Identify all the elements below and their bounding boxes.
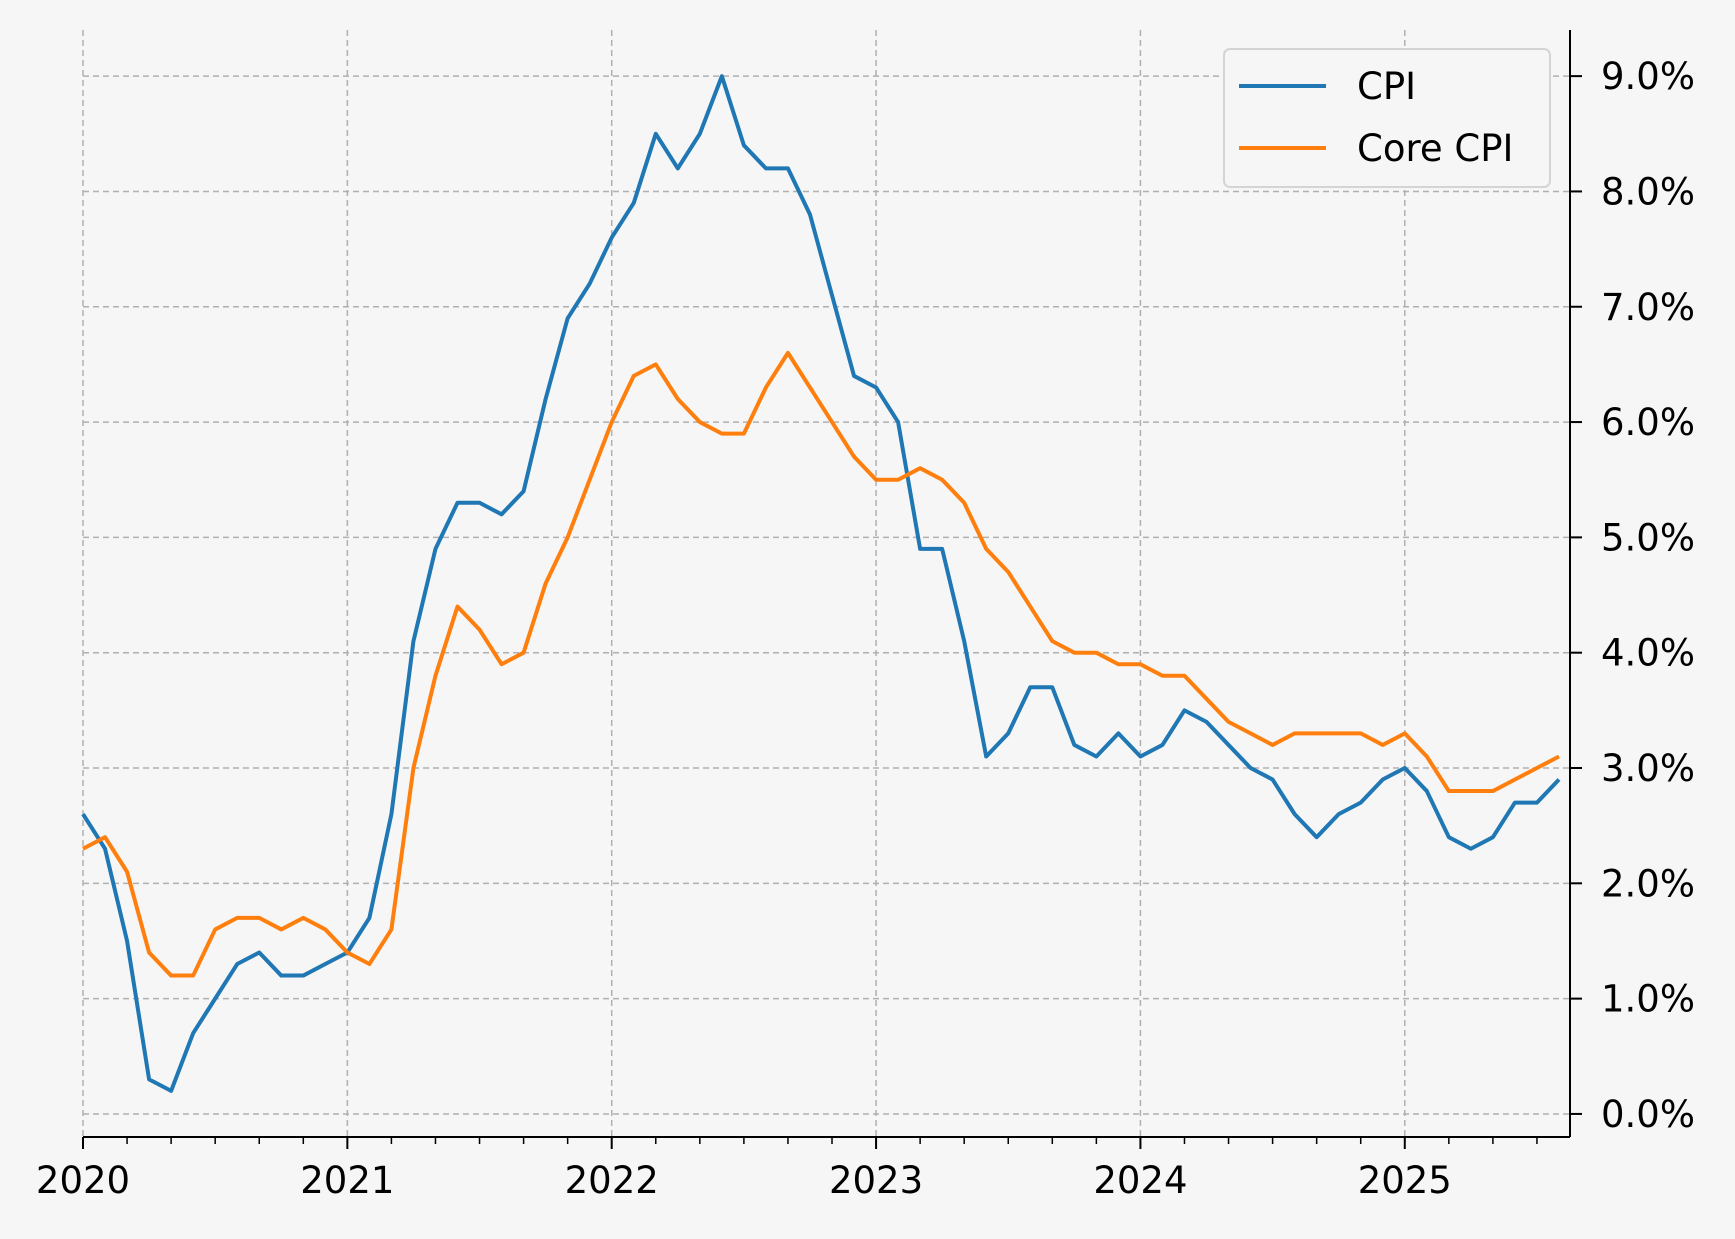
grid-lines	[82, 30, 1570, 1137]
y-tick-label: 6.0%	[1601, 401, 1695, 444]
y-tick-label: 7.0%	[1601, 286, 1695, 329]
y-tick-label: 2.0%	[1601, 862, 1695, 905]
legend-label-cpi: CPI	[1357, 65, 1416, 108]
axes: 2020 2021 2022 2023 2024 2025 0.0% 1.0% 2.0% 3.0%…	[36, 30, 1695, 1202]
x-tick-label: 2021	[300, 1159, 394, 1202]
cpi-line	[81, 74, 1561, 1093]
x-tick-label: 2023	[829, 1159, 923, 1202]
y-tick-label: 8.0%	[1601, 170, 1695, 213]
legend-label-core-cpi: Core CPI	[1357, 127, 1513, 170]
y-tick-label: 4.0%	[1601, 632, 1695, 675]
x-tick-label: 2024	[1093, 1159, 1187, 1202]
x-tick-label: 2025	[1358, 1159, 1452, 1202]
y-tick-label: 9.0%	[1601, 55, 1695, 98]
core-cpi-line	[82, 350, 1560, 978]
y-tick-label: 5.0%	[1601, 516, 1695, 559]
x-tick-label: 2022	[565, 1159, 659, 1202]
y-tick-label: 1.0%	[1601, 978, 1695, 1021]
y-tick-label: 3.0%	[1601, 747, 1695, 790]
x-tick-label: 2020	[36, 1159, 130, 1202]
y-tick-label: 0.0%	[1601, 1093, 1695, 1136]
legend: CPI Core CPI	[1223, 48, 1551, 188]
legend-box	[1223, 48, 1551, 188]
series-layer	[81, 74, 1561, 1093]
